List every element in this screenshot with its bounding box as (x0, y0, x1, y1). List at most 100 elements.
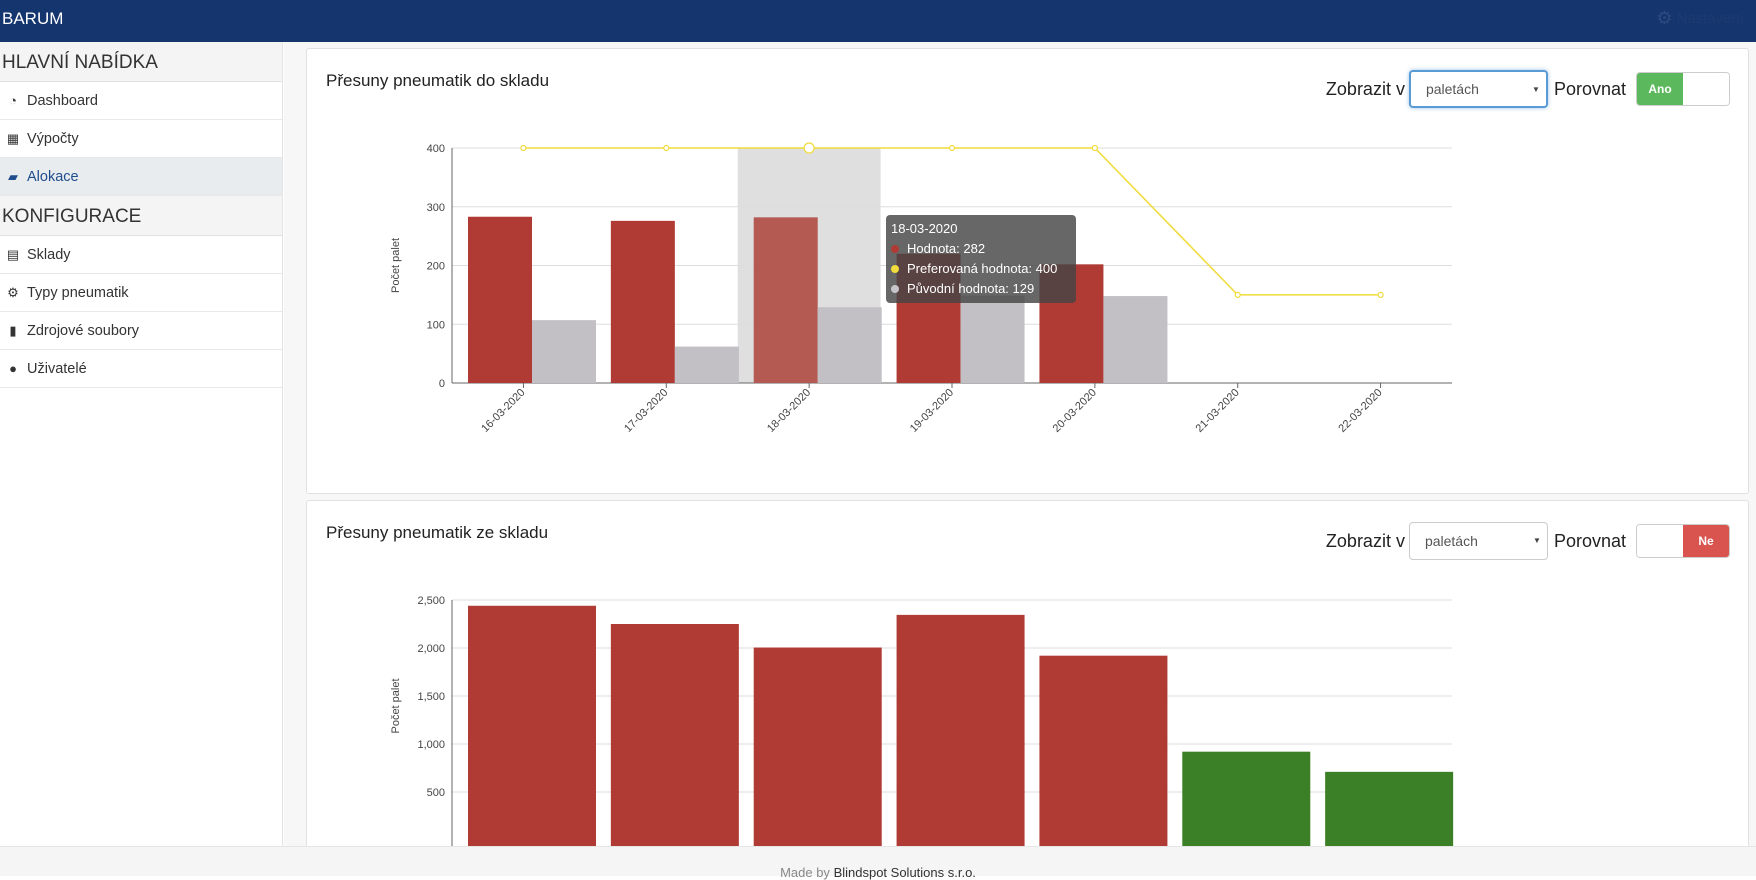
x-tick-label: 19-03-2020 (908, 387, 956, 435)
sidebar-section-title-main: HLAVNÍ NABÍDKA (0, 42, 282, 82)
footer: Made by Blindspot Solutions s.r.o. (0, 846, 1756, 880)
compare-toggle[interactable]: Ne (1636, 524, 1730, 558)
tooltip-legend-dot (891, 285, 899, 293)
x-tick-label: 17-03-2020 (622, 387, 670, 435)
bar-původní-hodnota (817, 307, 882, 383)
main-content: Přesuny pneumatik do skladu Zobrazit v p… (284, 42, 1756, 861)
line-point (663, 144, 670, 152)
y-axis-label: Počet palet (390, 238, 402, 293)
file-icon: ▮ (9, 322, 17, 338)
display-unit-value: paletách (1425, 81, 1479, 97)
sidebar-item-label: Výpočty (27, 130, 79, 147)
bar-hodnota (610, 220, 675, 383)
x-tick-label: 21-03-2020 (1194, 387, 1242, 435)
bar-původní-hodnota (1103, 296, 1168, 383)
y-tick-label: 0 (439, 378, 445, 390)
footer-prefix: Made by (780, 865, 830, 880)
bar-hodnota (1182, 751, 1311, 861)
gear-icon: ⚙ (1656, 8, 1673, 28)
line-point (948, 144, 956, 152)
y-tick-label: 500 (427, 787, 445, 799)
y-tick-label: 400 (427, 143, 445, 155)
sidebar-item-dashboard[interactable]: ◔ Dashboard (0, 82, 282, 120)
sidebar-item-label: Sklady (27, 246, 71, 263)
bar-původní-hodnota (532, 320, 596, 383)
sidebar-item-vypocty[interactable]: ▦ Výpočty (0, 120, 282, 158)
outbound-chart: 500 1,000 1,500 2,000 2,500 Počet palet (390, 595, 1454, 861)
sidebar: HLAVNÍ NABÍDKA ◔ Dashboard ▦ Výpočty ▰ A… (0, 42, 283, 846)
settings-link-label: Nastavení (1676, 10, 1744, 27)
display-unit-select[interactable]: paletách ▼ (1408, 522, 1548, 560)
line-point (1234, 291, 1241, 298)
sidebar-item-typy-pneumatik[interactable]: ⚙ Typy pneumatik (0, 274, 282, 312)
dashboard-icon: ◔ (9, 93, 17, 108)
brand-logo-text[interactable]: BARUM (2, 9, 64, 28)
bar-původní-hodnota (960, 295, 1025, 383)
sidebar-item-label: Dashboard (27, 92, 98, 109)
line-point (1377, 291, 1384, 298)
tooltip-line: Původní hodnota: 129 (907, 281, 1034, 296)
display-label: Zobrazit v (1325, 78, 1405, 99)
bar-hodnota (468, 605, 596, 861)
y-tick-label: 2,500 (417, 595, 445, 607)
sidebar-item-label: Uživatelé (27, 360, 87, 377)
line-point (520, 144, 527, 152)
chart-panel-inbound: Přesuny pneumatik do skladu Zobrazit v p… (306, 48, 1749, 494)
compare-toggle-on[interactable]: Ano (1637, 73, 1683, 105)
settings-link[interactable]: ⚙ Nastavení (1656, 8, 1744, 29)
compare-toggle[interactable]: Ano (1636, 72, 1730, 106)
tooltip-line: Hodnota: 282 (907, 241, 985, 256)
chart-panel-outbound: Přesuny pneumatik ze skladu Zobrazit v p… (306, 500, 1749, 861)
bar-hodnota (610, 624, 739, 861)
gear-icon: ⚙ (7, 284, 19, 300)
sidebar-item-uzivatele[interactable]: ● Uživatelé (0, 350, 282, 388)
tooltip-legend-dot (891, 245, 899, 253)
y-tick-label: 1,500 (417, 691, 445, 703)
compare-label: Porovnat (1553, 530, 1626, 551)
tooltip-box (886, 215, 1076, 303)
panel-title: Přesuny pneumatik do skladu (326, 71, 550, 90)
panel-controls: Zobrazit v paletách ▼ Porovnat Ne (1326, 522, 1730, 560)
x-tick-label: 20-03-2020 (1051, 387, 1099, 435)
calculator-icon: ▦ (6, 130, 20, 146)
compare-toggle-off[interactable]: Ne (1683, 525, 1729, 557)
footer-company-link[interactable]: Blindspot Solutions s.r.o. (833, 865, 976, 880)
top-navbar: BARUM ⚙ Nastavení (0, 0, 1756, 42)
tooltip-legend-dot (891, 265, 899, 273)
tooltip-title: 18-03-2020 (891, 221, 958, 236)
compare-toggle-handle[interactable] (1637, 525, 1683, 557)
display-label: Zobrazit v (1325, 530, 1405, 551)
user-icon: ● (9, 361, 17, 376)
display-unit-value: paletách (1424, 533, 1478, 549)
y-tick-label: 100 (427, 319, 445, 331)
line-point (803, 142, 815, 154)
panel-controls: Zobrazit v paletách ▼ Porovnat Ano (1326, 70, 1730, 108)
y-axis-label: Počet palet (390, 678, 402, 733)
bar-hodnota (1039, 655, 1168, 861)
bar-hodnota (753, 217, 818, 383)
sidebar-item-zdrojove-soubory[interactable]: ▮ Zdrojové soubory (0, 312, 282, 350)
display-unit-select[interactable]: paletách ▼ (1408, 70, 1548, 108)
sidebar-item-alokace[interactable]: ▰ Alokace (0, 158, 282, 196)
sidebar-item-label: Typy pneumatik (27, 284, 129, 301)
inbound-chart: 0 100 200 300 400 Počet palet 16-03-2020 17-03-… (390, 142, 1452, 435)
panel-title: Přesuny pneumatik ze skladu (326, 523, 549, 542)
sidebar-section-title-config: KONFIGURACE (0, 196, 282, 236)
truck-loading-icon: ▰ (8, 168, 18, 184)
bar-hodnota (468, 216, 532, 383)
warehouse-icon: ▤ (6, 246, 20, 262)
y-tick-label: 2,000 (417, 643, 445, 655)
x-tick-label: 18-03-2020 (765, 387, 813, 435)
y-tick-label: 1,000 (417, 739, 445, 751)
tooltip-line: Preferovaná hodnota: 400 (907, 261, 1057, 276)
compare-label: Porovnat (1553, 78, 1626, 99)
y-tick-label: 300 (427, 202, 445, 214)
x-tick-label: 22-03-2020 (1336, 387, 1384, 435)
sidebar-item-sklady[interactable]: ▤ Sklady (0, 236, 282, 274)
bar-hodnota (753, 647, 882, 861)
line-point (1091, 144, 1098, 152)
bar-hodnota (896, 614, 1025, 861)
chevron-down-icon: ▼ (1532, 85, 1540, 94)
bar-původní-hodnota (674, 346, 739, 383)
compare-toggle-handle[interactable] (1683, 73, 1729, 105)
